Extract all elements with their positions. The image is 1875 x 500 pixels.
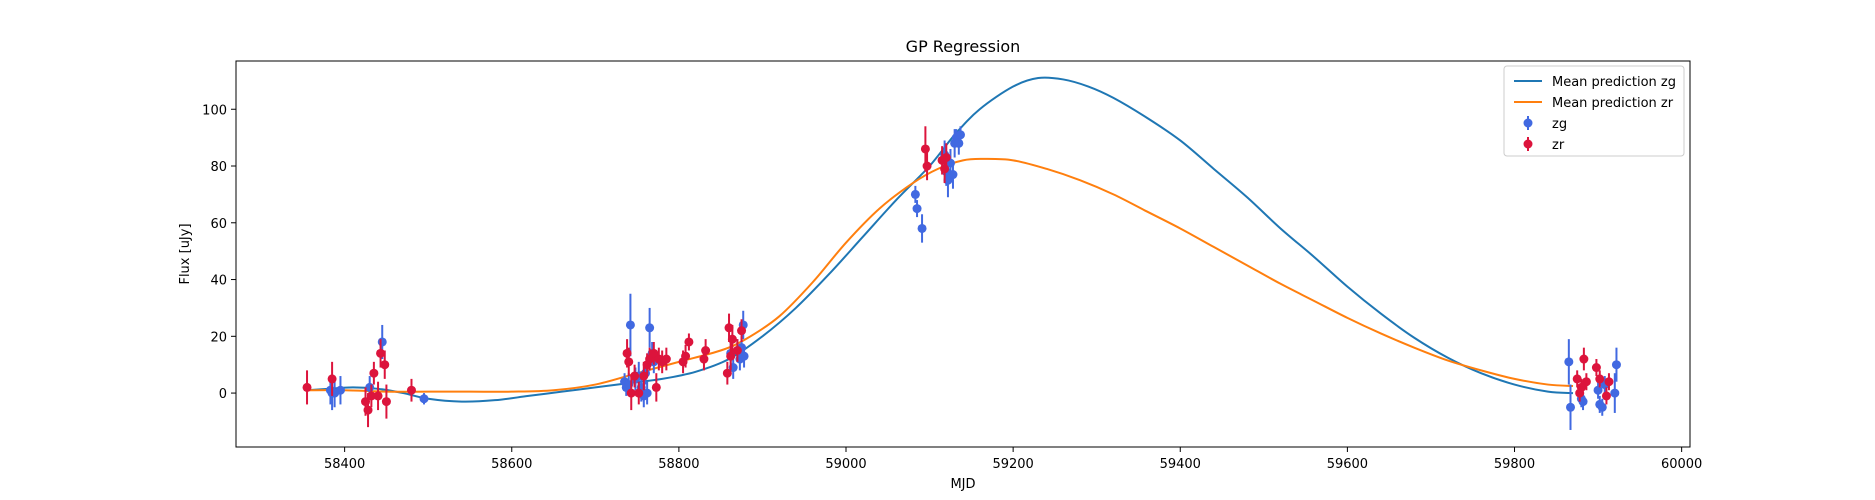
data-point-zr [651, 382, 661, 392]
data-point-zr [1604, 377, 1614, 387]
data-point-zr [639, 371, 649, 381]
axis-ticks: 58400 58600 58800 59000 59200 59400 59600 59800… [202, 103, 1702, 472]
data-point-zr [699, 354, 709, 364]
data-point-zg [1566, 402, 1576, 412]
legend-label: Mean prediction zg [1552, 75, 1676, 90]
data-point-zg [365, 382, 375, 392]
data-point-zr [626, 388, 636, 398]
data-point-zr [327, 374, 337, 384]
data-point-zr [727, 334, 737, 344]
data-point-zr [726, 351, 736, 361]
legend-point-swatch [1523, 139, 1533, 149]
legend: Mean prediction zg Mean prediction zr zg zr [1503, 65, 1685, 157]
data-point-zr [732, 346, 742, 355]
legend-box [1503, 65, 1685, 157]
data-point-zr [722, 368, 732, 378]
data-point-zr [380, 360, 390, 370]
data-point-zr [624, 357, 634, 367]
prediction-line-zr [307, 157, 1574, 393]
y-tick-label: 40 [210, 274, 227, 289]
data-point-zg [645, 323, 655, 333]
data-point-zg [912, 204, 922, 214]
data-point-zr [1601, 391, 1611, 401]
data-point-zr [373, 391, 383, 401]
data-point-zr [1572, 374, 1582, 384]
data-point-zg [910, 189, 920, 199]
data-point-zg [739, 351, 749, 361]
data-point-zr [941, 153, 951, 162]
data-point-zr [366, 391, 376, 401]
data-point-zr [1591, 363, 1601, 373]
legend-label: zr [1552, 138, 1565, 153]
x-tick-label: 59200 [992, 457, 1033, 472]
data-point-zr [724, 323, 734, 333]
data-point-zr [406, 385, 416, 395]
data-point-zr [363, 405, 373, 415]
data-point-zg [1610, 388, 1620, 398]
legend-label: Mean prediction zr [1552, 96, 1674, 111]
data-point-zr [661, 354, 671, 364]
data-point-zg [642, 388, 652, 398]
data-point-zg [948, 170, 958, 180]
data-point-zr [1595, 374, 1605, 384]
data-point-zg [625, 320, 635, 330]
data-point-zg [335, 385, 345, 395]
data-point-zr [369, 368, 379, 378]
data-point-zr [381, 397, 391, 407]
data-point-zr [630, 371, 640, 381]
data-point-zr [302, 382, 312, 392]
data-point-zg [419, 394, 429, 404]
data-point-zr [684, 337, 694, 347]
data-point-zr [634, 388, 644, 398]
plot-area-frame [235, 60, 1691, 448]
x-tick-label: 59400 [1160, 457, 1201, 472]
data-point-zg [377, 337, 387, 347]
data-point-zr [1581, 377, 1591, 387]
y-tick-label: 80 [210, 160, 227, 175]
x-tick-label: 60000 [1661, 457, 1702, 472]
data-point-zg [917, 223, 927, 233]
x-axis-label: MJD [950, 477, 975, 492]
x-tick-label: 59000 [825, 457, 866, 472]
data-point-zr [622, 348, 632, 358]
data-points [302, 126, 1621, 430]
data-point-zg [1564, 357, 1574, 367]
data-point-zr [701, 346, 711, 355]
x-tick-label: 58600 [491, 457, 532, 472]
legend-point-swatch [1523, 118, 1533, 128]
y-tick-label: 20 [210, 330, 227, 345]
x-tick-label: 58800 [658, 457, 699, 472]
y-tick-label: 100 [202, 103, 227, 118]
data-point-zr [376, 348, 386, 358]
data-point-zg [1597, 402, 1607, 412]
y-tick-label: 0 [219, 387, 227, 402]
data-point-zg [1593, 385, 1603, 395]
data-point-zg [1611, 360, 1621, 370]
chart-title: GP Regression [906, 37, 1021, 56]
legend-label: zg [1552, 117, 1567, 132]
data-point-zr [940, 164, 950, 174]
data-point-zr [681, 351, 691, 361]
x-tick-label: 59600 [1327, 457, 1368, 472]
y-tick-label: 60 [210, 217, 227, 232]
data-point-zr [922, 161, 932, 171]
data-point-zg [955, 130, 965, 140]
data-point-zg [1578, 397, 1588, 407]
data-point-zr [920, 144, 930, 154]
y-axis-label: Flux [uJy] [178, 223, 193, 284]
x-tick-label: 59800 [1494, 457, 1535, 472]
data-point-zr [1579, 354, 1589, 364]
x-tick-label: 58400 [324, 457, 365, 472]
data-point-zg [954, 138, 964, 148]
data-point-zr [737, 326, 747, 336]
